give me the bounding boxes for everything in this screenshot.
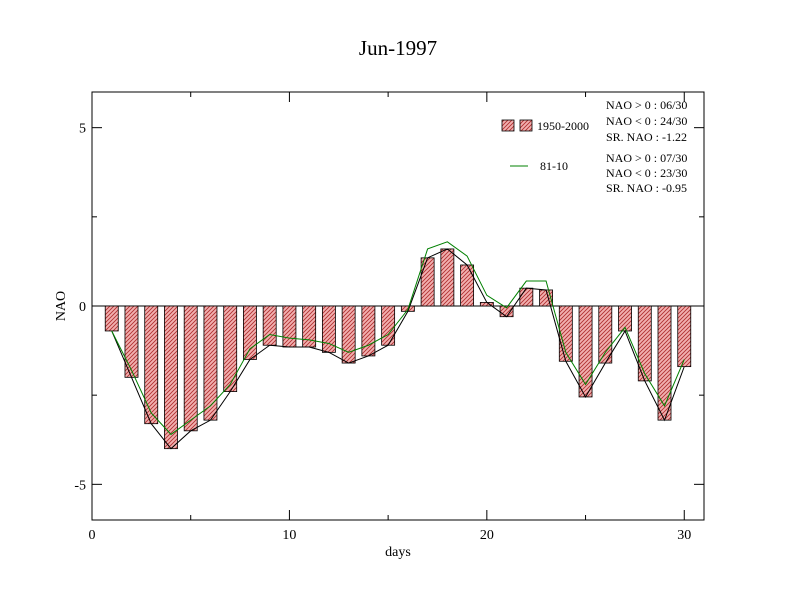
y-tick-label: 5 [79, 122, 86, 137]
bar [361, 305, 376, 357]
bar [183, 305, 198, 432]
bar-stat-sr: SR. NAO : -1.22 [606, 130, 687, 144]
x-tick-label: 20 [480, 528, 494, 543]
bar [677, 305, 692, 368]
legend-swatch-bar-b [519, 119, 533, 132]
y-tick-label: -5 [74, 478, 86, 493]
x-tick-label: 0 [89, 528, 96, 543]
bar [223, 305, 238, 392]
chart-title: Jun-1997 [359, 36, 437, 60]
bar [243, 305, 257, 360]
bar-stat-negative: NAO < 0 : 24/30 [606, 114, 687, 128]
bar [460, 264, 475, 307]
bar [262, 305, 277, 346]
bar [144, 305, 159, 425]
bar [164, 305, 178, 450]
bar [282, 305, 297, 348]
bar [519, 287, 534, 307]
bar [420, 257, 435, 307]
line-stat-positive: NAO > 0 : 07/30 [606, 151, 687, 165]
legend: 1950-2000 81-10 [501, 119, 589, 173]
x-tick-label: 10 [282, 528, 296, 543]
bar [341, 305, 356, 364]
legend-label-1950-2000: 1950-2000 [537, 119, 589, 133]
x-axis-label: days [385, 545, 411, 560]
bar-stat-positive: NAO > 0 : 06/30 [606, 98, 687, 112]
reference-line [111, 248, 685, 450]
x-tick-label: 30 [677, 528, 691, 543]
line-stat-sr: SR. NAO : -0.95 [606, 181, 687, 195]
legend-label-81-10: 81-10 [540, 159, 568, 173]
lines-group [111, 241, 685, 450]
bar [657, 305, 672, 421]
bar [440, 248, 455, 307]
bar [578, 305, 593, 398]
stats-annotations: NAO > 0 : 06/30 NAO < 0 : 24/30 SR. NAO … [606, 98, 687, 195]
bar [598, 305, 613, 364]
bar [104, 305, 119, 332]
bar [203, 305, 218, 421]
y-axis-label: NAO [54, 291, 69, 321]
legend-swatch-bar-a [501, 119, 515, 132]
bar [381, 305, 396, 346]
series-line-81-10 [111, 241, 685, 436]
y-tick-label: 0 [79, 300, 86, 315]
line-stat-negative: NAO < 0 : 23/30 [606, 166, 687, 180]
